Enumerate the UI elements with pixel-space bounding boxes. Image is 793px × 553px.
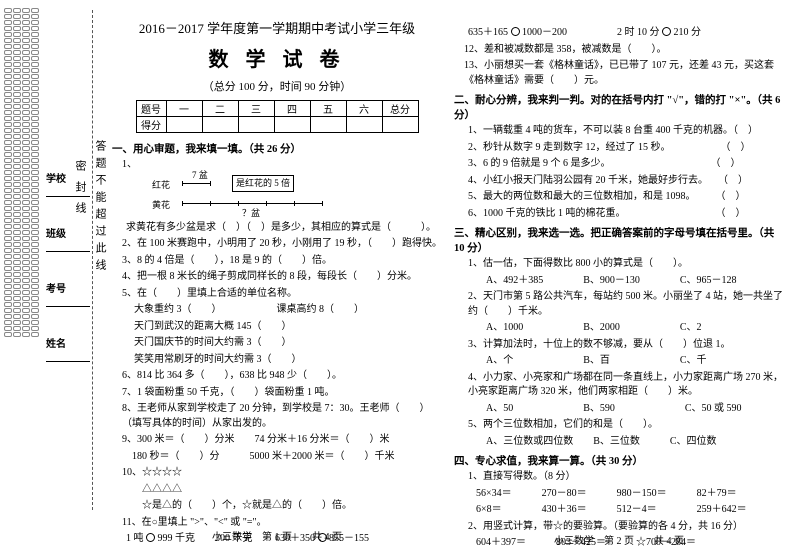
q1-7: 7、1 袋面粉重 50 千克，（ ）袋面粉重 1 吨。 xyxy=(122,386,442,401)
line-class xyxy=(46,240,90,252)
score-col: 五 xyxy=(310,101,346,117)
q3-4: 4、小力家、小亮家和广场都在同一条直线上，小力家距离广场 270 米，小亮家距离… xyxy=(468,371,784,400)
score-col: 六 xyxy=(346,101,382,117)
score-col: 四 xyxy=(274,101,310,117)
q1-9: 9、300 米＝（ ）分米 74 分米＋16 分米＝（ ）米 xyxy=(122,433,442,448)
q1-10c: ☆是△的（ ）个，☆就是△的（ ）倍。 xyxy=(122,499,442,514)
label-class: 班级 xyxy=(46,225,90,240)
q3-5o: A、三位数或四位数 B、三位数 C、四位数 xyxy=(486,435,784,450)
q1-1: 1、 红花 7 盆 是红花的 5 倍 黄花 ？盆 xyxy=(122,158,442,219)
q3-3: 3、计算加法时，十位上的数不够减，要从（ ）位退 1。 xyxy=(468,338,784,353)
r1b: 1000－200 2 时 10 分 xyxy=(522,27,660,38)
q2-6: 6、1000 千克的铁比 1 吨的棉花重。 （ ） xyxy=(468,207,784,222)
q4-1a: 56×34＝ 270－80＝ 980－150＝ 82＋79＝ xyxy=(476,487,784,502)
compare-circle xyxy=(511,27,520,36)
diagram-top-label: 7 盆 xyxy=(192,169,208,182)
score-col: 总分 xyxy=(382,101,418,117)
score-cell xyxy=(274,117,310,133)
q3-3o: A、个 B、百 C、千 xyxy=(486,354,784,369)
score-cell xyxy=(202,117,238,133)
q3-2o: A、1000 B、2000 C、2 xyxy=(486,321,784,336)
q3-4o: A、50 B、590 C、50 或 590 xyxy=(486,402,784,417)
r1c: 210 分 xyxy=(674,27,702,38)
section-4-title: 四、专心求值，我来算一算。（共 30 分） xyxy=(454,453,784,468)
score-col: 二 xyxy=(202,101,238,117)
q1-5c: 天门国庆节的时间大约需 3（ ） xyxy=(134,336,442,351)
q2-2: 2、秒针从数字 9 走到数字 12，经过了 15 秒。 （ ） xyxy=(468,141,784,156)
q4-1: 1、直接写得数。（8 分） xyxy=(468,470,784,485)
q1-2: 2、在 100 米赛跑中，小明用了 20 秒，小刚用了 19 秒，（ ）跑得快。 xyxy=(122,237,442,252)
score-cell xyxy=(346,117,382,133)
seal-line-inner-text: 答题不能超过此线 xyxy=(94,140,108,276)
diagram-flowers: 红花 7 盆 是红花的 5 倍 黄花 ？盆 xyxy=(152,173,442,219)
diagram-yellow-label: 黄花 xyxy=(152,199,170,212)
label-examno: 考号 xyxy=(46,280,90,295)
q2-4: 4、小红小报天门陆羽公园有 20 千米，她最好步行去。 （ ） xyxy=(468,174,784,189)
q3-5: 5、两个三位数相加，它们的和是（ ）。 xyxy=(468,418,784,433)
q1-1-text: 求黄花有多少盆是求（ ）（ ）是多少，其相应的算式是（ ）。 xyxy=(126,221,442,236)
q1-5: 5、在（ ）里填上合适的单位名称。 xyxy=(122,287,442,302)
label-name: 姓名 xyxy=(46,335,90,350)
q3-2: 2、天门市第 5 路公共汽车，每站约 500 米。小丽坐了 4 站，她一共坐了约… xyxy=(468,290,784,319)
q1-9b: 180 秒＝（ ）分 5000 米＋2000 米＝（ ）千米 xyxy=(122,450,442,465)
page-2-footer: 小三数学 第 2 页 共 4 页 xyxy=(454,532,784,547)
q4-1b: 6×8＝ 430＋36＝ 512－4＝ 259＋642＝ xyxy=(476,503,784,518)
score-row-label: 得分 xyxy=(136,117,166,133)
q1-5a: 大象重约 3（ ） 课桌高约 8（ ） xyxy=(134,303,442,318)
q1-10b: △△△△ xyxy=(122,483,442,498)
q2-5: 5、最大的两位数和最大的三位数相加，和是 1098。 （ ） xyxy=(468,190,784,205)
score-cell xyxy=(382,117,418,133)
line-name xyxy=(46,350,90,362)
exam-subtitle: （总分 100 分，时间 90 分钟） xyxy=(112,78,442,94)
section-1-title: 一、用心审题，我来填一填。（共 26 分） xyxy=(112,141,442,156)
r1a: 635＋165 xyxy=(468,27,508,38)
page-1: 2016－2017 学年度第一学期期中考试小学三年级 数 学 试 卷 （总分 1… xyxy=(112,6,442,549)
diagram-bottom-label: ？盆 xyxy=(242,207,260,220)
compare-circle xyxy=(662,27,671,36)
q1-11-contd: 635＋165 1000－200 2 时 10 分 210 分 xyxy=(468,26,784,41)
q1-13: 13、小丽想买一套《格林童话》，已已带了 107 元，还差 43 元，买这套《格… xyxy=(464,59,784,88)
q3-1: 1、估一估，下面得数比 800 小的算式是（ ）。 xyxy=(468,257,784,272)
diagram-red-label: 红花 xyxy=(152,179,170,192)
q1-3: 3、8 的 4 倍是（ ），18 是 9 的（ ）倍。 xyxy=(122,254,442,269)
score-cell xyxy=(310,117,346,133)
q2-3: 3、6 的 9 倍就是 9 个 6 是多少。 （ ） xyxy=(468,157,784,172)
section-2-title: 二、耐心分辨，我来判一判。对的在括号内打 "√"，错的打 "×"。（共 6 分） xyxy=(454,92,784,122)
page-2: 635＋165 1000－200 2 时 10 分 210 分 12、差和被减数… xyxy=(454,6,784,553)
score-col: 三 xyxy=(238,101,274,117)
q1-5b: 天门到武汉的距离大概 145（ ） xyxy=(134,320,442,335)
score-table: 题号 一 二 三 四 五 六 总分 得分 xyxy=(136,100,419,133)
exam-header: 2016－2017 学年度第一学期期中考试小学三年级 xyxy=(112,18,442,37)
score-col: 一 xyxy=(166,101,202,117)
q2-1: 1、一辆载重 4 吨的货车，不可以装 8 台重 400 千克的机器。（ ） xyxy=(468,124,784,139)
diagram-callout: 是红花的 5 倍 xyxy=(232,175,294,192)
q1-5d: 笑笑用常刷牙的时间大约需 3（ ） xyxy=(134,353,442,368)
q1-12: 12、差和被减数都是 358，被减数是（ ）。 xyxy=(464,43,784,58)
q1-4: 4、把一根 8 米长的绳子剪成同样长的 8 段，每段长（ ）分米。 xyxy=(122,270,442,285)
q1-10: 10、☆☆☆☆ xyxy=(122,466,442,481)
q1-6: 6、814 比 364 多（ ），638 比 948 少（ ）。 xyxy=(122,369,442,384)
page-1-footer: 小三数学 第 1 页 共 4 页 xyxy=(112,528,442,543)
section-3-title: 三、精心区别，我来选一选。把正确答案前的字母号填在括号里。（共 10 分） xyxy=(454,225,784,255)
score-cell xyxy=(166,117,202,133)
exam-title: 数 学 试 卷 xyxy=(112,43,442,72)
q1-8: 8、王老师从家到学校走了 20 分钟，到学校是 7：30。王老师（ ）（填写具体… xyxy=(122,402,442,431)
line-examno xyxy=(46,295,90,307)
score-row-label: 题号 xyxy=(136,101,166,117)
bubble-sheet xyxy=(4,8,42,338)
seal-line-text: 密封线 xyxy=(74,160,88,223)
q3-1o: A、492＋385 B、900－130 C、965－128 xyxy=(486,274,784,289)
score-cell xyxy=(238,117,274,133)
